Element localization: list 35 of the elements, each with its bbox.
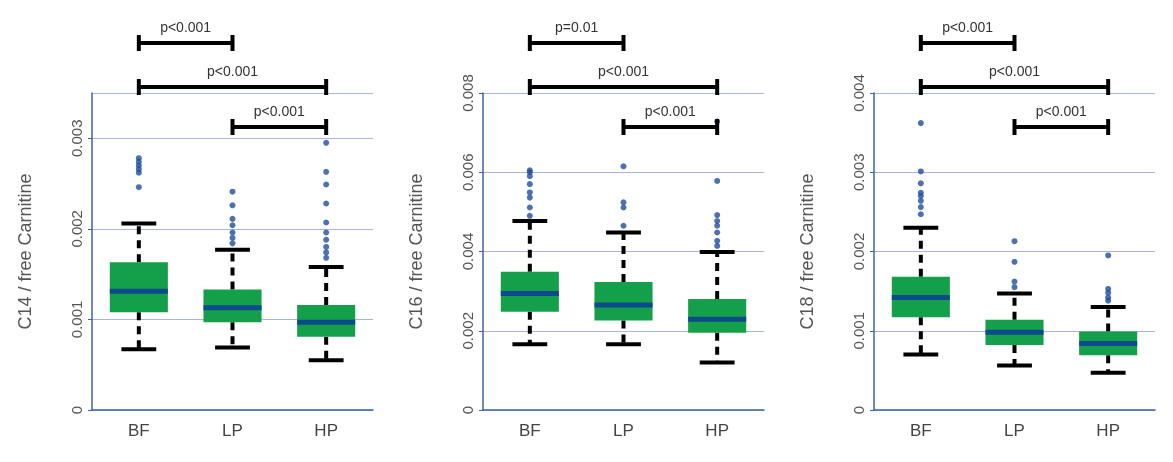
- x-tick-label: LP: [222, 421, 243, 440]
- y-tick-label: 0.003: [68, 119, 85, 158]
- text: p<0.001: [160, 19, 212, 35]
- y-tick-label: 0.006: [459, 153, 476, 192]
- y-tick-label: 0.001: [850, 311, 867, 350]
- text: p<0.001: [207, 63, 259, 79]
- x-tick-label: BF: [518, 421, 541, 440]
- text: p<0.001: [989, 63, 1041, 79]
- text: p<0.001: [598, 63, 650, 79]
- y-tick-label: 0: [68, 405, 85, 415]
- annotation: p<0.001: [644, 103, 697, 119]
- y-tick-label: 0.002: [68, 210, 85, 248]
- x-tick-label: HP: [314, 421, 338, 440]
- text: p<0.001: [942, 19, 994, 35]
- y-tick-label: 0.003: [850, 153, 867, 192]
- y-tick-label: 0.008: [459, 74, 476, 112]
- annotation: p<0.001: [253, 103, 306, 119]
- x-tick-label: HP: [1096, 421, 1120, 440]
- y-tick-label: 0: [850, 405, 867, 415]
- y-tick-label: 0.004: [459, 232, 476, 271]
- x-tick-label: LP: [1004, 421, 1025, 440]
- y-tick-label: 0.004: [850, 74, 867, 112]
- text: p=0.01: [555, 19, 599, 35]
- x-tick-label: BF: [127, 421, 150, 440]
- y-tick-label: 0.002: [850, 232, 867, 271]
- x-tick-label: LP: [613, 421, 634, 440]
- annotation: p<0.001: [1035, 103, 1088, 119]
- y-tick-label: 0.001: [68, 300, 85, 339]
- y-tick-label: 0.002: [459, 311, 476, 350]
- y-axis-title: C16 / free Carnitine: [406, 173, 426, 330]
- y-tick-label: 0: [459, 405, 476, 415]
- y-axis-title: C18 / free Carnitine: [797, 173, 817, 330]
- y-axis-title: C14 / free Carnitine: [15, 173, 35, 330]
- x-tick-label: BF: [909, 421, 932, 440]
- x-tick-label: HP: [705, 421, 729, 440]
